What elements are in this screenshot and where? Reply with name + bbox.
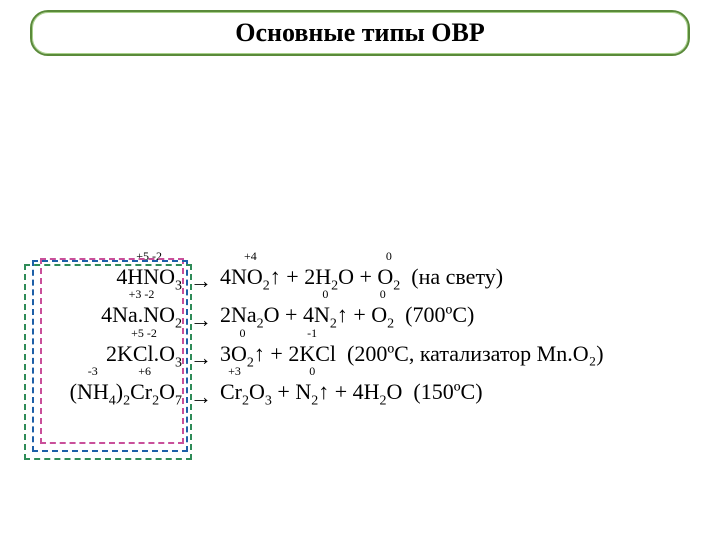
eq3-rhs: 03O2↑ + -12KCl (200ºC, катализатор Mn.O₂… (218, 337, 710, 375)
condition: (200ºC, катализатор Mn.O₂) (347, 341, 604, 366)
eq1-rhs: +44NO2↑ + 2H2O + 0O2 (на свету) (218, 260, 710, 298)
eq4-rhs: +3Cr2O3 + 0N2↑ + 4H2O (150ºC) (218, 375, 710, 413)
condition: (на свету) (411, 264, 503, 289)
title-box: Основные типы ОВР (30, 10, 690, 56)
condition: (150ºC) (413, 379, 482, 404)
condition: (700ºC) (405, 302, 474, 327)
page-title: Основные типы ОВР (235, 18, 484, 47)
dashed-highlight-box (24, 264, 192, 460)
